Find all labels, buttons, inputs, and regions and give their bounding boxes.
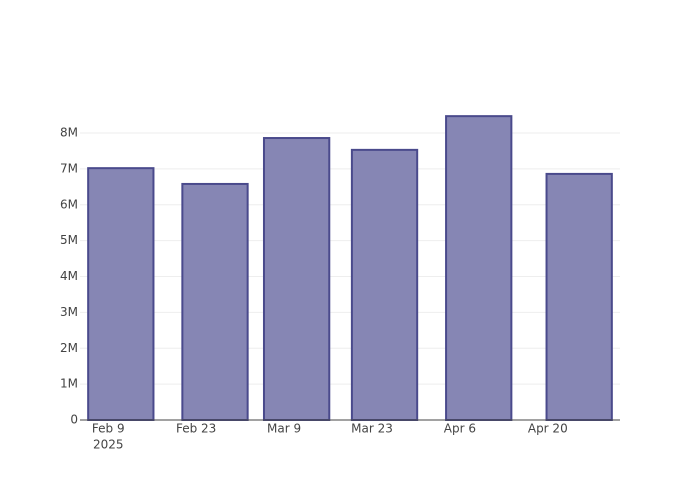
bar [181,182,249,421]
y-tick-label: 7M [60,161,78,175]
y-tick-label: 5M [60,233,78,247]
x-tick-label: Feb 23 [176,422,216,436]
y-tick-label: 2M [60,341,78,355]
y-tick-label: 6M [60,197,78,211]
bar [87,167,155,421]
y-tick-label: 0 [70,413,78,427]
x-tick-label: Apr 6 [444,422,476,436]
x-tick-label: Mar 9 [267,422,301,436]
x-tick-label: Mar 23 [351,422,393,436]
y-tick-label: 3M [60,305,78,319]
bar [350,148,419,421]
x-tick-year: 2025 [93,438,124,452]
x-tick-label: Apr 20 [528,422,568,436]
bar [262,137,331,421]
bar [545,172,613,421]
bar [445,115,513,422]
y-tick-label: 1M [60,377,78,391]
y-tick-label: 4M [60,269,78,283]
x-tick-label: Feb 9 [92,422,125,436]
y-tick-label: 8M [60,126,78,140]
